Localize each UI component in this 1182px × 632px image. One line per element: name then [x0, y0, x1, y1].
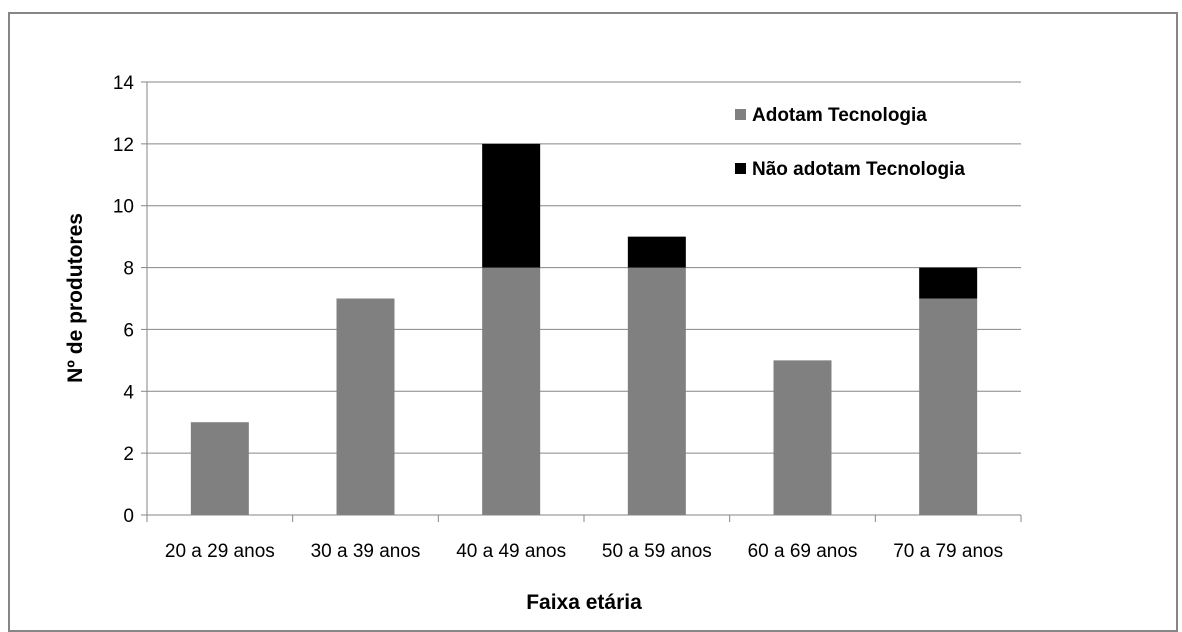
y-tick-label: 10: [113, 197, 134, 218]
bar-adotam: [919, 298, 978, 515]
bar-nao-adotam: [919, 267, 978, 299]
y-axis-title: Nº de produtores: [64, 213, 87, 383]
bar-nao-adotam: [627, 236, 686, 268]
y-tick-label: 4: [123, 382, 134, 403]
chart-frame: [8, 12, 1178, 632]
bar-adotam: [482, 267, 541, 515]
y-tick-label: 2: [123, 444, 134, 465]
legend-label-nao-adotam: Não adotam Tecnologia: [752, 159, 965, 180]
gridlines: [147, 81, 1021, 454]
bars: [190, 143, 978, 515]
y-tick-label: 6: [123, 320, 134, 341]
bar-nao-adotam: [482, 143, 541, 268]
bar-adotam: [627, 267, 686, 515]
x-tick-label: 20 a 29 anos: [165, 541, 275, 562]
x-tick-label: 40 a 49 anos: [456, 541, 566, 562]
x-tick-label: 50 a 59 anos: [602, 541, 712, 562]
bar-adotam: [336, 298, 395, 515]
bar-adotam: [190, 422, 249, 515]
x-tick-label: 30 a 39 anos: [311, 541, 421, 562]
x-tick-label: 60 a 69 anos: [748, 541, 858, 562]
x-axis-title: Faixa etária: [526, 591, 642, 614]
y-tick-label: 14: [113, 73, 135, 94]
axes: [141, 81, 1022, 522]
x-tick-label: 70 a 79 anos: [893, 541, 1003, 562]
y-tick-label: 0: [123, 506, 134, 527]
y-tick-label: 12: [113, 135, 134, 156]
legend: Adotam Tecnologia Não adotam Tecnologia: [735, 105, 965, 180]
bar-adotam: [773, 360, 832, 515]
y-tick-labels: 0 2 4 6 8 10 12 14: [113, 73, 135, 527]
x-tick-labels: 20 a 29 anos 30 a 39 anos 40 a 49 anos 50 a…: [165, 541, 1003, 562]
y-tick-label: 8: [123, 259, 134, 280]
legend-swatch-adotam: [735, 109, 746, 120]
legend-swatch-nao-adotam: [735, 163, 746, 174]
legend-label-adotam: Adotam Tecnologia: [752, 105, 927, 126]
